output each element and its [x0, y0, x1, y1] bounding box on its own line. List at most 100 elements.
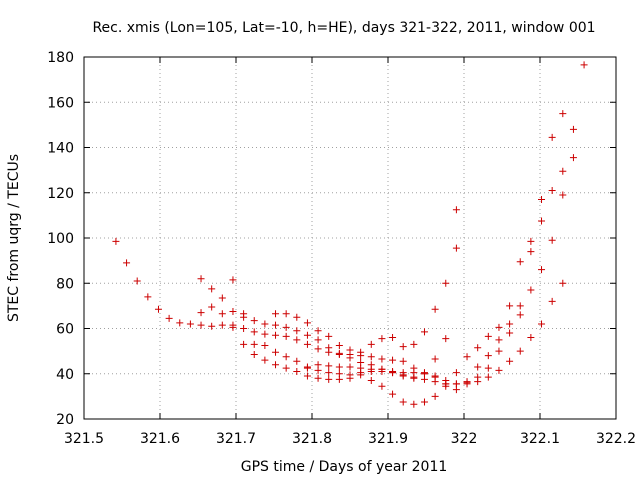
data-point [144, 293, 152, 301]
data-point [335, 375, 343, 383]
data-point [282, 310, 290, 318]
data-point [272, 310, 280, 318]
data-point [218, 321, 226, 329]
data-point [442, 335, 450, 343]
data-point [154, 305, 162, 313]
data-point [250, 328, 258, 336]
data-point [420, 370, 428, 378]
data-point [463, 379, 471, 387]
data-point [527, 237, 535, 245]
data-point [495, 347, 503, 355]
data-point [293, 357, 301, 365]
data-point [335, 349, 343, 357]
x-tick-labels: 321.5 321.6 321.7 321.8 321.9 322 322.1 322.2 [64, 431, 636, 447]
data-point [484, 332, 492, 340]
data-point [378, 365, 386, 373]
x-axis-label: GPS time / Days of year 2011 [241, 459, 448, 475]
data-point [569, 125, 577, 133]
data-point [240, 340, 248, 348]
data-point [559, 110, 567, 118]
x-tick-label: 321.9 [368, 431, 408, 447]
data-point [431, 392, 439, 400]
data-points [112, 61, 588, 408]
data-point [240, 325, 248, 332]
data-point [229, 321, 237, 329]
data-point [346, 346, 354, 354]
data-point [208, 322, 216, 330]
data-point [314, 327, 322, 335]
data-point [325, 332, 333, 340]
data-point [208, 285, 216, 293]
data-point [527, 248, 535, 256]
data-point [580, 61, 588, 69]
data-point [325, 362, 333, 370]
y-tick-label: 20 [56, 412, 74, 428]
data-point [389, 356, 397, 364]
data-point [399, 357, 407, 365]
data-point [420, 398, 428, 406]
data-point [123, 259, 131, 267]
data-point [378, 355, 386, 363]
data-point [314, 361, 322, 369]
data-point [516, 311, 524, 319]
y-tick-labels: 20 40 60 80 100 120 140 160 180 [47, 50, 74, 428]
data-point [410, 340, 418, 348]
data-point [282, 353, 290, 361]
data-point [261, 341, 269, 349]
data-point [484, 352, 492, 360]
data-point [559, 191, 567, 199]
data-point [197, 275, 205, 283]
data-point [197, 309, 205, 317]
data-point [389, 390, 397, 398]
data-point [272, 361, 280, 369]
data-point [346, 363, 354, 371]
data-point [452, 206, 460, 214]
data-point [272, 321, 280, 329]
x-tick-label: 322 [451, 431, 478, 447]
data-point [367, 377, 375, 385]
data-point [463, 353, 471, 361]
x-tick-label: 321.5 [64, 431, 104, 447]
data-point [325, 375, 333, 383]
data-point [474, 363, 482, 371]
x-tick-label: 321.6 [140, 431, 180, 447]
data-point [229, 276, 237, 284]
data-point [165, 314, 173, 322]
y-tick-label: 120 [47, 186, 74, 202]
data-point [538, 320, 546, 328]
x-tick-label: 322.1 [520, 431, 560, 447]
data-point [410, 374, 418, 382]
data-point [303, 319, 311, 327]
data-point [452, 369, 460, 377]
data-point [229, 308, 237, 316]
data-point [261, 320, 269, 328]
data-point [357, 348, 365, 356]
data-point [495, 366, 503, 374]
data-point [527, 286, 535, 294]
data-point [314, 345, 322, 353]
data-point [516, 258, 524, 266]
chart-title: Rec. xmis (Lon=105, Lat=-10, h=HE), days… [92, 20, 595, 36]
data-point [548, 236, 556, 244]
data-point [431, 372, 439, 380]
data-point [346, 374, 354, 382]
data-point [495, 323, 503, 331]
data-point [474, 373, 482, 381]
data-point [261, 330, 269, 338]
data-point [399, 398, 407, 406]
y-tick-label: 40 [56, 367, 74, 383]
data-point [431, 355, 439, 363]
data-point [293, 327, 301, 335]
data-point [303, 363, 311, 371]
data-point [484, 364, 492, 372]
data-point [452, 244, 460, 252]
data-point [538, 196, 546, 204]
data-point [325, 344, 333, 352]
data-point [484, 373, 492, 381]
data-point [527, 334, 535, 342]
y-axis-label: STEC from uqrg / TECUs [6, 154, 22, 322]
data-point [538, 217, 546, 225]
data-point [314, 336, 322, 344]
